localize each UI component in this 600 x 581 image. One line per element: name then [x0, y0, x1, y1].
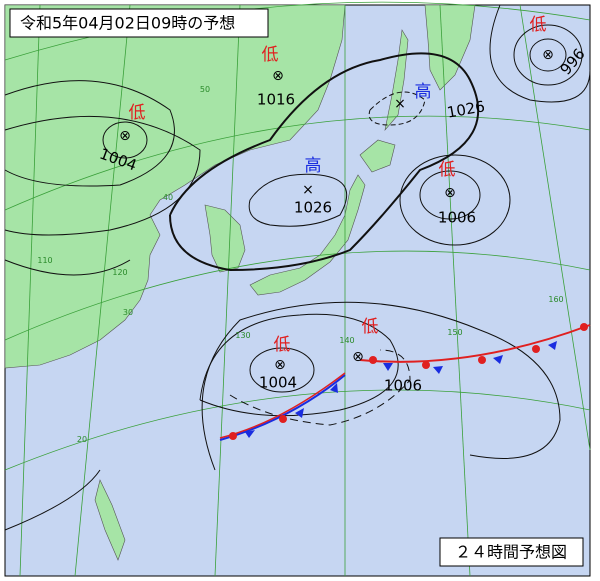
grid-label: 120: [112, 268, 127, 277]
grid-label: 30: [123, 308, 133, 317]
svg-text:⊗: ⊗: [119, 128, 131, 144]
svg-text:⊗: ⊗: [352, 349, 364, 365]
system-kind: 低: [129, 103, 146, 123]
svg-text:⊗: ⊗: [444, 185, 456, 201]
system-pressure: 1026: [294, 199, 332, 217]
grid-label: 20: [77, 435, 87, 444]
svg-text:⊗: ⊗: [272, 68, 284, 84]
grid-label: 150: [447, 328, 462, 337]
system-labels: 低 1016 低 1004 高 1026 低 996 高 1026 低 1006…: [97, 15, 589, 395]
footer-box: [439, 537, 584, 567]
system-kind: 高: [415, 82, 432, 102]
svg-text:⊗: ⊗: [274, 357, 286, 373]
grid-label: 40: [163, 193, 173, 202]
system-pressure: 1016: [257, 91, 295, 109]
footer-label: ２４時間予想図: [455, 543, 567, 562]
grid-label: 160: [548, 295, 563, 304]
grid-label: 110: [37, 256, 52, 265]
system-pressure: 1004: [259, 374, 297, 392]
system-kind: 低: [439, 160, 456, 180]
system-pressure: 1006: [438, 209, 476, 227]
land: [4, 4, 476, 561]
centers: ⊗ ⊗ × ⊗ × ⊗ ⊗ ⊗: [119, 47, 554, 373]
grid-labels: 50 40 30 20 110 120 130 140 150 160: [37, 85, 563, 444]
system-kind: 低: [274, 335, 291, 355]
system-kind: 低: [362, 317, 379, 337]
system-kind: 高: [305, 156, 322, 176]
grid-label: 140: [339, 336, 354, 345]
grid-label: 50: [200, 85, 210, 94]
system-kind: 低: [530, 15, 547, 35]
system-pressure: 1006: [384, 377, 422, 395]
svg-text:×: ×: [302, 182, 314, 198]
grid-label: 130: [235, 331, 250, 340]
isobars: [4, 4, 591, 531]
title-box: [9, 8, 269, 38]
title: 令和5年04月02日09時の予想: [20, 14, 235, 33]
fronts: [219, 323, 591, 441]
graticule: [4, 1, 591, 577]
svg-text:⊗: ⊗: [542, 47, 554, 63]
svg-text:×: ×: [394, 96, 406, 112]
system-kind: 低: [262, 45, 279, 65]
